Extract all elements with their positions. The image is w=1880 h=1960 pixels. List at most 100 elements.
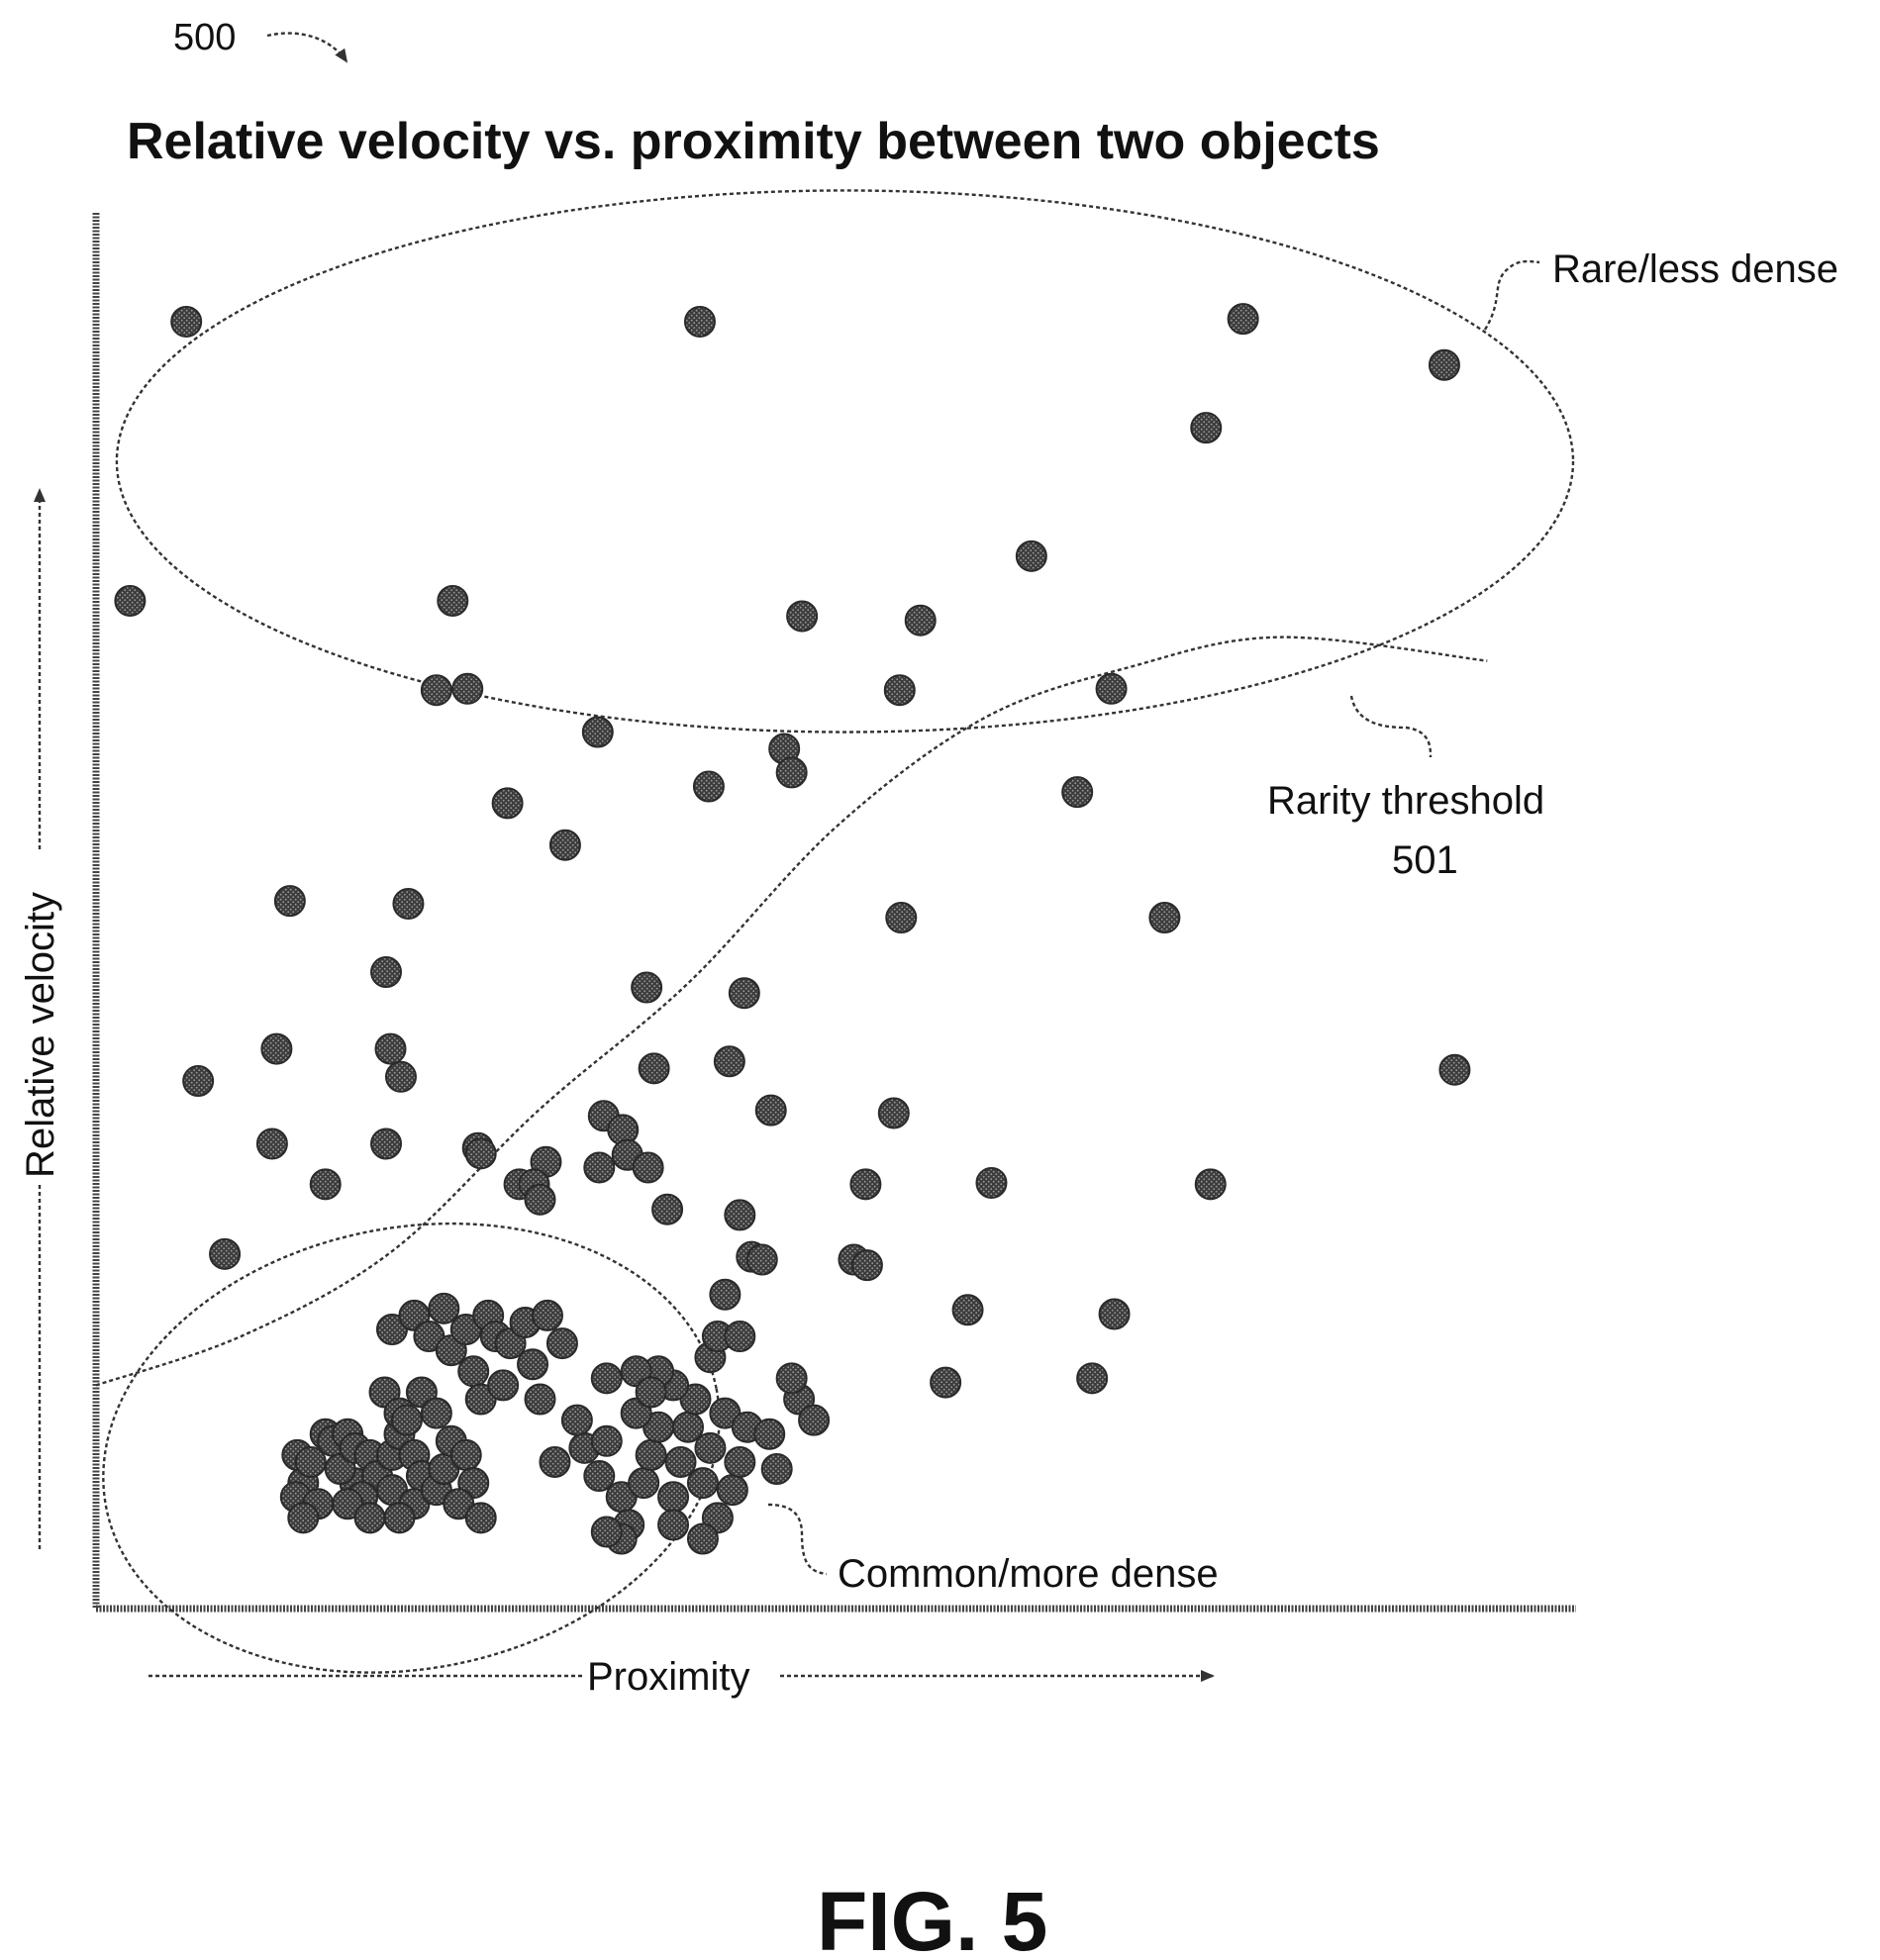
data-point-115 bbox=[545, 1327, 578, 1360]
data-point-80 bbox=[353, 1502, 386, 1534]
data-point-31 bbox=[638, 1052, 670, 1085]
data-point-45 bbox=[583, 1151, 616, 1184]
data-point-32 bbox=[713, 1045, 745, 1078]
data-point-98 bbox=[420, 1397, 452, 1429]
data-point-17 bbox=[692, 770, 725, 803]
data-point-55 bbox=[724, 1199, 756, 1231]
data-point-56 bbox=[209, 1237, 242, 1270]
data-point-22 bbox=[392, 887, 425, 920]
data-point-114 bbox=[524, 1383, 556, 1416]
data-point-13 bbox=[1095, 672, 1128, 705]
data-point-6 bbox=[114, 584, 147, 617]
data-point-154 bbox=[724, 1321, 756, 1353]
data-point-155 bbox=[709, 1278, 742, 1311]
data-point-36 bbox=[877, 1097, 910, 1129]
data-point-53 bbox=[524, 1183, 556, 1216]
data-point-147 bbox=[753, 1418, 786, 1450]
data-point-108 bbox=[457, 1355, 490, 1388]
data-point-150 bbox=[798, 1404, 831, 1436]
data-point-9 bbox=[904, 604, 937, 637]
data-point-134 bbox=[716, 1474, 748, 1507]
data-point-146 bbox=[686, 1522, 719, 1555]
data-point-131 bbox=[686, 1467, 719, 1500]
data-point-148 bbox=[760, 1453, 793, 1485]
data-point-128 bbox=[657, 1481, 690, 1514]
data-point-72 bbox=[287, 1502, 320, 1534]
density-regions bbox=[102, 189, 1575, 1674]
data-point-29 bbox=[374, 1032, 407, 1065]
data-point-157 bbox=[294, 1445, 327, 1478]
data-point-51 bbox=[975, 1166, 1008, 1199]
data-point-62 bbox=[1098, 1298, 1131, 1330]
data-point-33 bbox=[1438, 1053, 1471, 1086]
data-point-25 bbox=[370, 956, 403, 989]
data-point-99 bbox=[390, 1404, 423, 1436]
x-axis-label: Proximity bbox=[587, 1655, 749, 1699]
data-point-61 bbox=[951, 1294, 984, 1326]
data-point-28 bbox=[260, 1032, 293, 1065]
data-point-43 bbox=[464, 1137, 497, 1170]
common-leader-line bbox=[767, 1503, 828, 1576]
data-point-63 bbox=[930, 1366, 962, 1399]
data-point-20 bbox=[548, 829, 581, 861]
data-point-5 bbox=[1015, 539, 1047, 572]
data-point-27 bbox=[728, 977, 760, 1010]
data-point-8 bbox=[786, 600, 819, 633]
data-point-132 bbox=[694, 1431, 727, 1464]
data-point-156 bbox=[590, 1362, 623, 1395]
data-point-11 bbox=[451, 672, 484, 705]
data-point-94 bbox=[464, 1502, 497, 1534]
data-point-34 bbox=[182, 1065, 215, 1098]
data-point-117 bbox=[539, 1445, 571, 1478]
data-point-26 bbox=[631, 971, 663, 1004]
data-point-124 bbox=[628, 1467, 660, 1500]
data-point-113 bbox=[487, 1369, 520, 1402]
reference-arrow bbox=[266, 32, 348, 63]
data-point-121 bbox=[583, 1460, 616, 1493]
data-point-52 bbox=[1194, 1168, 1227, 1201]
data-point-3 bbox=[1428, 348, 1460, 381]
common-region-label: Common/more dense bbox=[838, 1552, 1219, 1596]
data-point-10 bbox=[420, 674, 452, 707]
data-point-14 bbox=[581, 716, 614, 748]
data-point-16 bbox=[775, 756, 808, 789]
data-point-18 bbox=[1061, 776, 1094, 809]
chart-title: Relative velocity vs. proximity between … bbox=[127, 113, 1380, 170]
threshold-label-line2: 501 bbox=[1392, 838, 1458, 882]
plot-area: Rare/less dense Rarity threshold 501 Com… bbox=[19, 189, 1838, 1699]
data-point-50 bbox=[849, 1168, 882, 1201]
data-point-120 bbox=[590, 1424, 623, 1457]
threshold-label-line1: Rarity threshold bbox=[1267, 779, 1544, 823]
y-axis-label: Relative velocity bbox=[19, 892, 62, 1178]
data-point-87 bbox=[383, 1502, 416, 1534]
data-point-144 bbox=[590, 1516, 623, 1548]
data-point-2 bbox=[1227, 303, 1259, 336]
data-point-19 bbox=[491, 787, 524, 820]
data-point-7 bbox=[437, 584, 469, 617]
data-point-23 bbox=[1148, 902, 1181, 934]
data-point-60 bbox=[850, 1249, 883, 1282]
threshold-leader-line bbox=[1349, 695, 1433, 758]
rare-region-label: Rare/less dense bbox=[1552, 247, 1838, 291]
data-point-116 bbox=[531, 1299, 563, 1331]
rarity-threshold-curve bbox=[95, 636, 1488, 1387]
rare-region-ellipse bbox=[115, 189, 1575, 734]
common-region-ellipse bbox=[102, 1222, 721, 1674]
data-point-135 bbox=[724, 1445, 756, 1478]
data-point-54 bbox=[651, 1193, 684, 1225]
data-point-145 bbox=[657, 1509, 690, 1541]
data-point-12 bbox=[883, 674, 916, 707]
data-point-30 bbox=[384, 1060, 417, 1093]
data-point-41 bbox=[370, 1127, 403, 1160]
data-point-1 bbox=[683, 305, 716, 338]
data-point-64 bbox=[1076, 1362, 1109, 1395]
data-point-142 bbox=[635, 1376, 667, 1409]
scatter-points bbox=[114, 303, 1471, 1555]
rare-leader-line bbox=[1483, 259, 1540, 331]
data-point-0 bbox=[170, 305, 203, 338]
data-point-40 bbox=[255, 1127, 288, 1160]
data-point-151 bbox=[775, 1362, 808, 1395]
figure-label: FIG. 5 bbox=[817, 1875, 1047, 1960]
data-point-4 bbox=[1190, 412, 1223, 444]
